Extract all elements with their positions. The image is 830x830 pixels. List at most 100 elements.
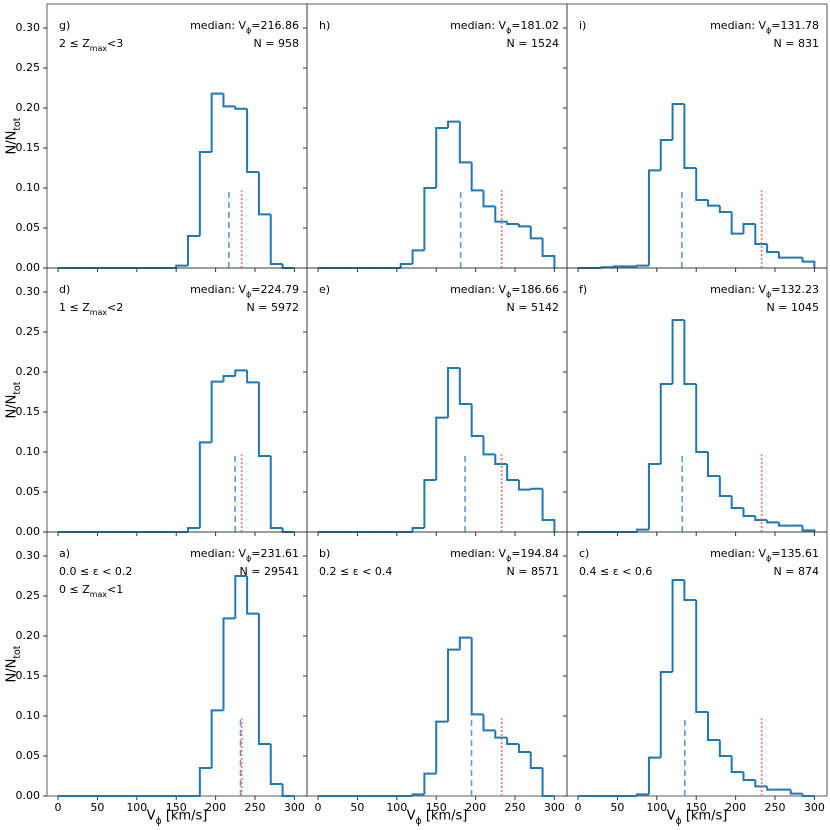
x-axis-label: Vϕ [km/s]: [147, 809, 208, 828]
count-label: N =: [507, 301, 531, 314]
histogram-step: [435, 416, 449, 480]
histogram-step: [636, 528, 649, 532]
histogram-step: [754, 224, 768, 245]
x-tick-label: 50: [610, 801, 624, 814]
count-text: N = 8571: [507, 565, 559, 578]
x-tick-label: 50: [90, 801, 104, 814]
histogram-step: [754, 516, 768, 521]
histogram-step: [647, 756, 661, 795]
histogram-step: [801, 257, 816, 268]
median-value: 186.66: [521, 283, 560, 296]
histogram-step: [234, 575, 248, 619]
count-value: 1045: [791, 301, 819, 314]
x-tick-label: 50: [350, 801, 364, 814]
histogram-step: [470, 404, 484, 437]
histogram-step: [695, 168, 709, 201]
median-text: median: Vϕ=131.78: [710, 19, 819, 35]
x-tick-label: 100: [386, 801, 407, 814]
count-label: N =: [254, 37, 278, 50]
count-value: 874: [798, 565, 819, 578]
y-tick-label: 0.00: [16, 261, 41, 274]
count-label: N =: [767, 301, 791, 314]
histogram-step: [529, 487, 543, 490]
histogram-step: [447, 367, 460, 418]
count-label: N =: [247, 301, 271, 314]
count-value: 831: [798, 37, 819, 50]
subscript: ϕ: [416, 816, 422, 827]
x-tick-label: 0: [55, 801, 62, 814]
median-value: 216.86: [261, 19, 300, 32]
count-text: N = 831: [774, 37, 819, 50]
histogram-step: [671, 579, 685, 672]
histogram-step: [411, 527, 425, 532]
median-label: median: Vϕ=: [190, 19, 260, 35]
subscript: ϕ: [676, 816, 682, 827]
panel-label: b): [319, 547, 330, 560]
histogram-step: [671, 319, 685, 384]
x-tick-label: 250: [245, 801, 266, 814]
histogram-step: [754, 780, 768, 788]
histogram-step: [541, 488, 556, 532]
median-text: median: Vϕ=132.23: [710, 283, 819, 299]
subscript: ϕ: [246, 554, 251, 563]
histogram-step: [458, 368, 472, 405]
subscript: ϕ: [246, 290, 251, 299]
histogram-step: [659, 671, 673, 758]
histogram-step: [718, 476, 732, 497]
median-text: median: Vϕ=216.86: [190, 19, 299, 35]
panel-label: h): [319, 19, 330, 32]
y-tick-label: 0.30: [16, 549, 41, 562]
histogram-step: [470, 637, 484, 716]
histogram-step: [777, 252, 791, 259]
histogram-step: [777, 522, 791, 527]
histogram-step: [246, 576, 259, 615]
y-tick-label: 0.00: [16, 525, 41, 538]
subscript: max: [90, 308, 108, 317]
histogram-step: [423, 772, 437, 795]
count-value: 5972: [271, 301, 299, 314]
panel-label: f): [579, 283, 587, 296]
histogram-step: [458, 636, 472, 650]
count-value: 958: [278, 37, 299, 50]
x-axis-label: Vϕ [km/s]: [667, 809, 728, 828]
histogram-step: [659, 139, 673, 171]
histogram-step: [541, 238, 556, 268]
y-tick-label: 0.10: [16, 445, 41, 458]
x-tick-label: 200: [725, 801, 746, 814]
median-label: median: Vϕ=: [710, 283, 780, 299]
histogram-step: [541, 768, 555, 797]
histogram-step: [730, 756, 744, 773]
median-text: median: Vϕ=224.79: [190, 283, 299, 299]
count-label: N =: [774, 565, 798, 578]
subscript: ϕ: [506, 26, 511, 35]
panel-label: e): [319, 283, 330, 296]
histogram-step: [175, 264, 189, 268]
y-tick-label: 0.20: [16, 101, 41, 114]
selection-label: 0.2 ≤ ε < 0.4: [319, 565, 392, 578]
histogram-step: [269, 214, 283, 265]
histogram-step: [529, 226, 543, 240]
histogram-step: [281, 528, 295, 533]
y-tick-label: 0.15: [16, 669, 41, 682]
histogram-step: [742, 772, 756, 781]
histogram-step: [210, 92, 224, 152]
median-label: median: Vϕ=: [710, 547, 780, 563]
subscript: ϕ: [246, 26, 251, 35]
y-tick-label: 0.15: [16, 141, 41, 154]
median-text: median: Vϕ=135.61: [710, 547, 819, 563]
x-tick-label: 150: [426, 801, 447, 814]
count-text: N = 958: [254, 37, 299, 50]
median-label: median: Vϕ=: [190, 547, 260, 563]
histogram-step: [647, 169, 661, 266]
histogram-step: [636, 264, 649, 267]
histogram-step: [659, 383, 673, 464]
median-label: median: Vϕ=: [450, 19, 520, 35]
median-value: 135.61: [781, 547, 820, 560]
y-tick-label: 0.05: [16, 485, 41, 498]
x-tick-label: 300: [284, 801, 305, 814]
y-tick-label: 0.20: [16, 629, 41, 642]
x-tick-label: 200: [205, 801, 226, 814]
x-tick-label: 0: [575, 801, 582, 814]
panel-label: c): [579, 547, 589, 560]
histogram-step: [506, 464, 519, 481]
